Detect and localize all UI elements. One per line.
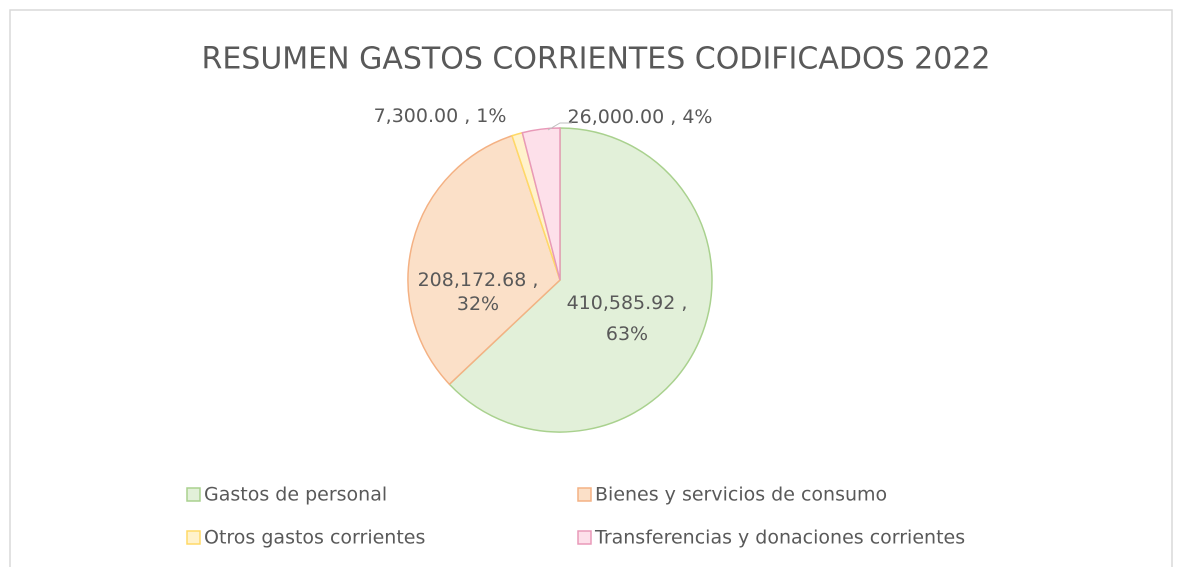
legend-swatch <box>186 530 201 545</box>
data-label-line: 26,000.00 , 4% <box>568 106 713 128</box>
data-label: 26,000.00 , 4% <box>568 106 713 128</box>
pie-slice <box>448 127 713 433</box>
pie-slice <box>521 127 561 281</box>
legend-swatch <box>577 530 592 545</box>
data-label-line: 32% <box>457 293 499 315</box>
legend-label: Otros gastos corrientes <box>204 527 425 549</box>
data-label-line: 63% <box>606 323 648 345</box>
data-label: 7,300.00 , 1% <box>374 105 507 127</box>
data-label: 208,172.68 , 32% <box>418 269 539 315</box>
data-label-line: 208,172.68 , <box>418 269 539 291</box>
legend-swatch <box>577 487 592 502</box>
legend-label: Bienes y servicios de consumo <box>595 484 887 506</box>
legend-label: Transferencias y donaciones corrientes <box>594 527 965 549</box>
chart-frame <box>9 9 1173 567</box>
pie-slice <box>407 134 561 386</box>
chart-title: RESUMEN GASTOS CORRIENTES CODIFICADOS 20… <box>201 42 990 77</box>
data-label-line: 7,300.00 , 1% <box>374 105 507 127</box>
leader-line <box>547 122 572 131</box>
legend-label: Gastos de personal <box>204 484 387 506</box>
legend-swatch <box>186 487 201 502</box>
data-label-line: 410,585.92 , <box>567 292 688 314</box>
data-label: 410,585.92 , 63% <box>567 292 688 345</box>
